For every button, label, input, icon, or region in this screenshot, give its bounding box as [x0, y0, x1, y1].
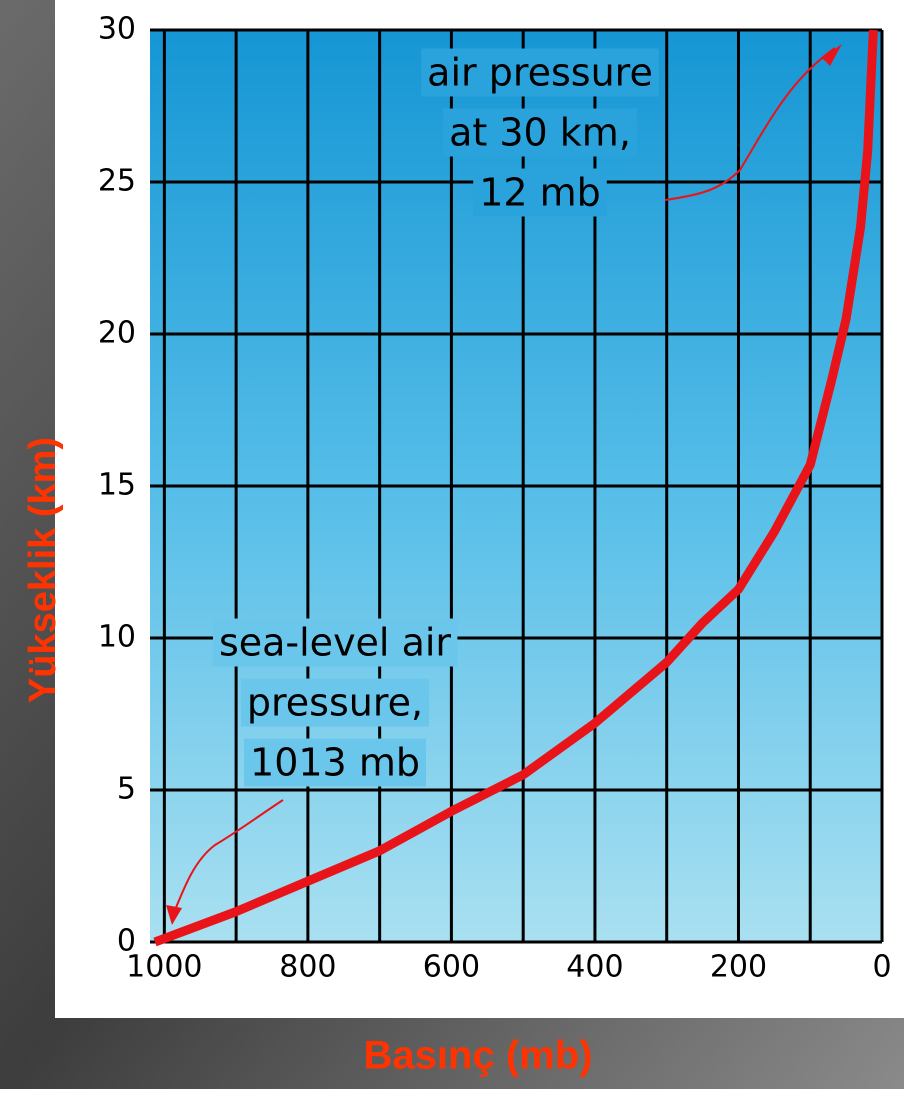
y-tick-label: 5 [117, 772, 136, 807]
y-tick-label: 25 [98, 164, 136, 199]
annotation-text: 1013 mb [250, 741, 420, 785]
x-tick-label: 0 [872, 950, 891, 985]
chart: air pressure at 30 km, 12 mb sea-level air p… [0, 0, 904, 1089]
y-axis-label: Yükseklik (km) [22, 437, 64, 703]
x-tick-label: 200 [710, 950, 767, 985]
annotation-text: sea-level air [219, 621, 451, 665]
annotation-text: pressure, [247, 681, 423, 725]
y-tick-label: 10 [98, 620, 136, 655]
y-tick-label: 15 [98, 468, 136, 503]
x-tick-label: 800 [279, 950, 336, 985]
x-tick-label: 600 [423, 950, 480, 985]
x-tick-label: 400 [566, 950, 623, 985]
y-tick-label: 20 [98, 316, 136, 351]
y-tick-label: 30 [98, 12, 136, 47]
x-axis-label: Basınç (mb) [364, 1034, 593, 1078]
annotation-text: 12 mb [479, 171, 601, 215]
annotation-text: at 30 km, [449, 111, 631, 155]
x-tick-label: 1000 [126, 950, 202, 985]
annotation-text: air pressure [427, 51, 653, 95]
